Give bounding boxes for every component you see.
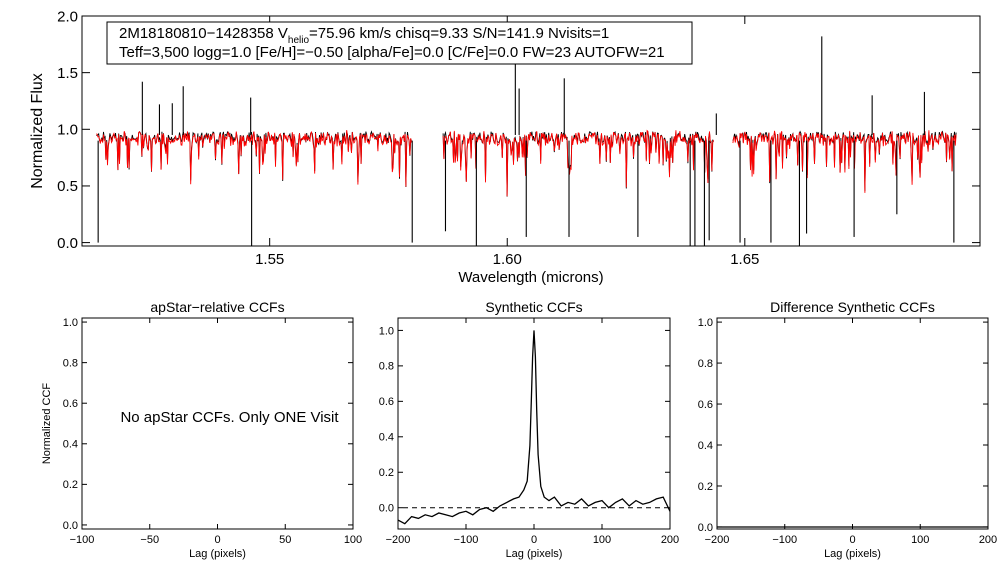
apstar-xtick-label: 100 [344, 534, 362, 546]
apstar-ytick-label: 0.2 [63, 479, 78, 491]
difference-ytick-label: 0.0 [698, 522, 713, 534]
synthetic-title: Synthetic CCFs [485, 299, 582, 315]
synthetic-ytick-label: 0.6 [379, 396, 394, 408]
difference-xtick-label: 200 [979, 534, 997, 546]
apstar-ytick-label: 0.0 [63, 520, 78, 532]
synthetic-ytick-label: 1.0 [379, 325, 394, 337]
difference-title: Difference Synthetic CCFs [770, 299, 935, 315]
synthetic-ytick-label: 0.8 [379, 361, 394, 373]
difference-ytick-label: 1.0 [698, 317, 713, 329]
spectrum-xtick-label: 1.55 [255, 251, 284, 268]
spectrum-ylabel: Normalized Flux [29, 73, 46, 189]
difference-ytick-label: 0.4 [698, 440, 713, 452]
spectrum-xlabel: Wavelength (microns) [458, 269, 603, 286]
synthetic-xtick-label: 100 [593, 534, 611, 546]
synthetic-ytick-label: 0.0 [379, 503, 394, 515]
info-box [106, 21, 693, 65]
spectrum-ytick-label: 1.0 [57, 122, 78, 139]
difference-ytick-label: 0.2 [698, 481, 713, 493]
spectrum-ytick-label: 2.0 [57, 8, 78, 25]
synthetic-xtick-label: −200 [386, 534, 411, 546]
difference-xtick-label: 100 [911, 534, 929, 546]
difference-xlabel: Lag (pixels) [824, 548, 881, 560]
apstar-ytick-label: 1.0 [63, 317, 78, 329]
synthetic-ytick-label: 0.2 [379, 467, 394, 479]
spectrum-ytick-label: 0.0 [57, 235, 78, 252]
apstar-xtick-label: −100 [70, 534, 95, 546]
synthetic-ytick-label: 0.4 [379, 432, 394, 444]
synthetic-frame [397, 317, 671, 530]
apstar-xlabel: Lag (pixels) [189, 548, 246, 560]
synthetic-xtick-label: 200 [661, 534, 679, 546]
spectrum-frame [81, 15, 981, 247]
difference-xtick-label: −100 [772, 534, 797, 546]
apstar-ytick-label: 0.4 [63, 439, 78, 451]
spectrum-model-segment-0 [96, 130, 412, 187]
spectrum-model-segment-2 [732, 130, 957, 193]
difference-xtick-label: −200 [705, 534, 730, 546]
synthetic-xlabel: Lag (pixels) [506, 548, 563, 560]
spectrum-ytick-label: 0.5 [57, 178, 78, 195]
spectrum-xtick-label: 1.60 [493, 251, 522, 268]
difference-xtick-label: 0 [849, 534, 855, 546]
apstar-xtick-label: 50 [279, 534, 291, 546]
info-line-1: 2M18180810−1428358 Vhelio=75.96 km/s chi… [119, 25, 609, 46]
apstar-ytick-label: 0.6 [63, 398, 78, 410]
spectrum-observed-segment-0 [96, 130, 412, 188]
difference-ytick-label: 0.6 [698, 399, 713, 411]
apstar-xtick-label: 0 [214, 534, 220, 546]
difference-frame [716, 317, 989, 530]
synthetic-xtick-label: −100 [454, 534, 479, 546]
difference-ytick-label: 0.8 [698, 358, 713, 370]
info-line-2: Teff=3,500 logg=1.0 [Fe/H]=−0.50 [alpha/… [119, 44, 665, 61]
synthetic-xtick-label: 0 [531, 534, 537, 546]
apstar-xtick-label: −50 [140, 534, 159, 546]
synthetic-ccf-line [397, 330, 671, 525]
apstar-title: apStar−relative CCFs [150, 299, 284, 315]
spectrum-ytick-label: 1.5 [57, 65, 78, 82]
spectrum-model-segment-1 [442, 129, 714, 197]
apstar-ylabel: Normalized CCF [41, 383, 53, 465]
spectrum-xtick-label: 1.65 [730, 251, 759, 268]
apstar-ytick-label: 0.8 [63, 357, 78, 369]
apstar-annotation: No apStar CCFs. Only ONE Visit [120, 409, 339, 426]
